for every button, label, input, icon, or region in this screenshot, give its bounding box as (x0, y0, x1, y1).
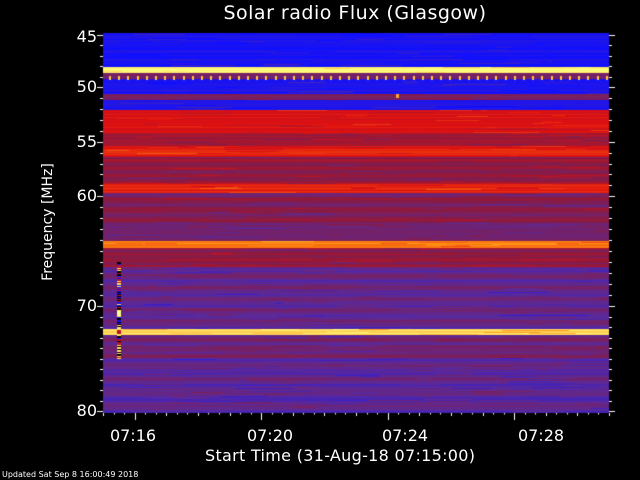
x-tick-label: 07:16 (109, 426, 157, 445)
x-tick-label: 07:28 (517, 426, 565, 445)
x-tick-label: 07:20 (246, 426, 294, 445)
y-tick-label: 50 (76, 77, 97, 96)
y-tick-label: 70 (76, 296, 97, 315)
updated-timestamp: Updated Sat Sep 8 16:00:49 2018 (2, 470, 139, 479)
y-tick-label: 45 (76, 27, 97, 46)
x-axis-label: Start Time (31-Aug-18 07:15:00) (205, 446, 476, 465)
x-tick-label: 07:24 (381, 426, 429, 445)
chart-title: Solar radio Flux (Glasgow) (223, 2, 487, 24)
y-axis-label: Frequency [MHz] (40, 163, 56, 281)
y-tick-label: 80 (76, 401, 97, 420)
y-tick-label: 55 (76, 132, 97, 151)
y-tick-label: 60 (76, 186, 97, 205)
